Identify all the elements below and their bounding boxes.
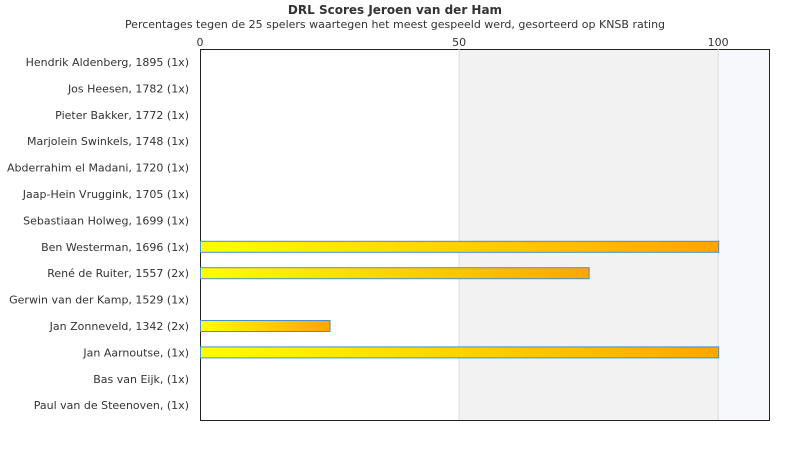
x-tick-label: 100 [708, 36, 729, 49]
category-label: Paul van de Steenoven, (1x) [34, 399, 189, 412]
band-50-100 [459, 49, 719, 420]
x-tick-label: 50 [452, 36, 466, 49]
chart-subtitle: Percentages tegen de 25 spelers waartege… [124, 18, 666, 31]
category-label: Pieter Bakker, 1772 (1x) [55, 109, 189, 122]
bar [200, 267, 590, 280]
category-label: Hendrik Aldenberg, 1895 (1x) [26, 56, 189, 69]
category-label: Jaap-Hein Vruggink, 1705 (1x) [22, 188, 189, 201]
plot-area-frame [200, 49, 770, 421]
category-label: René de Ruiter, 1557 (2x) [47, 267, 189, 280]
x-tick-label: 0 [197, 36, 204, 49]
band-100-plus [718, 49, 770, 420]
category-label: Abderrahim el Madani, 1720 (1x) [7, 162, 189, 175]
category-label: Jos Heesen, 1782 (1x) [67, 82, 189, 95]
category-label: Marjolein Swinkels, 1748 (1x) [27, 135, 189, 148]
category-label: Jan Aarnoutse, (1x) [82, 346, 189, 359]
category-label: Bas van Eijk, (1x) [93, 373, 189, 386]
chart-title: DRL Scores Jeroen van der Ham [287, 3, 503, 17]
category-label: Jan Zonneveld, 1342 (2x) [49, 320, 189, 333]
bar [200, 346, 720, 359]
bar [200, 320, 331, 332]
category-label: Gerwin van der Kamp, 1529 (1x) [9, 294, 189, 307]
category-label: Ben Westerman, 1696 (1x) [41, 241, 189, 254]
bar [200, 240, 720, 253]
category-label: Sebastiaan Holweg, 1699 (1x) [23, 214, 189, 227]
